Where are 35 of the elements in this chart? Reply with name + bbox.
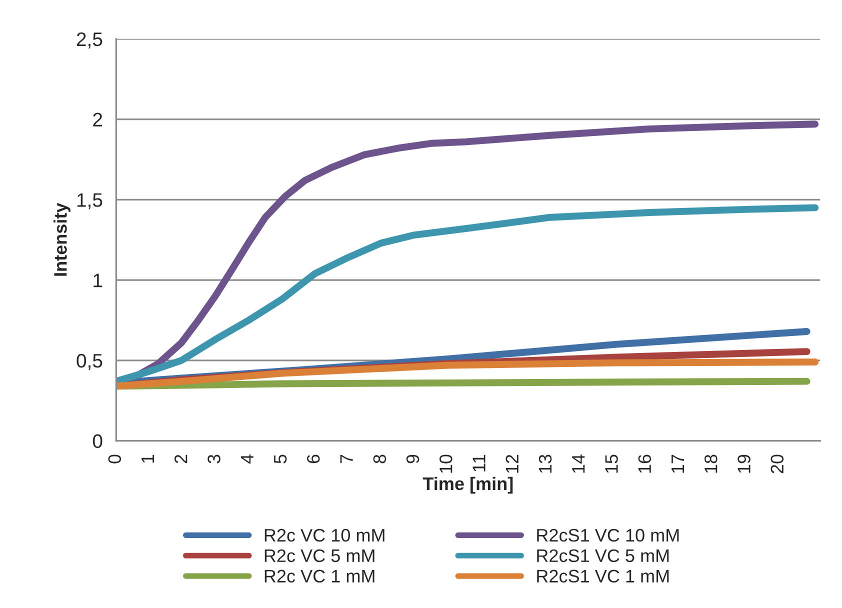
x-tick-label: 20 xyxy=(770,454,784,474)
x-tick-label: 13 xyxy=(538,454,552,473)
x-tick-label: 11 xyxy=(472,454,486,472)
legend-label: R2cS1 VC 10 mM xyxy=(537,528,679,542)
y-tick-label: 2,5 xyxy=(76,32,102,48)
y-tick-label: 2 xyxy=(93,112,102,126)
x-tick-label: 10 xyxy=(440,454,452,473)
legend-label: R2c VC 1 mM xyxy=(264,570,374,583)
y-axis-title: Intensity xyxy=(54,202,70,276)
x-tick-label: 18 xyxy=(704,454,718,473)
y-tick-label: 0,5 xyxy=(76,354,102,370)
y-tick-label: 1,5 xyxy=(77,193,102,210)
legend-label: R2cS1 VC 1 mM xyxy=(537,570,669,583)
x-tick-label: 9 xyxy=(406,454,420,464)
x-tick-label: 15 xyxy=(605,454,618,473)
legend-label: R2c VC 5 mM xyxy=(264,549,374,562)
y-tick-label: 1 xyxy=(94,274,102,288)
x-tick-label: 2 xyxy=(174,454,188,464)
legend-label: R2c VC 10 mM xyxy=(264,528,384,542)
x-tick-label: 1 xyxy=(142,454,154,463)
x-tick-label: 8 xyxy=(373,454,386,464)
x-axis-title: Time [min] xyxy=(422,476,513,494)
x-tick-label: 4 xyxy=(240,454,254,464)
x-tick-label: 14 xyxy=(572,454,585,473)
x-tick-label: 19 xyxy=(738,454,750,473)
x-tick-label: 12 xyxy=(506,454,518,473)
x-tick-label: 7 xyxy=(340,454,353,464)
x-tick-label: 17 xyxy=(672,454,684,473)
legend-label: R2cS1 VC 5 mM xyxy=(537,549,669,562)
x-tick-label: 6 xyxy=(307,454,320,464)
x-tick-label: 3 xyxy=(208,454,220,464)
x-tick-label: 16 xyxy=(638,454,652,473)
y-tick-label: 0 xyxy=(92,434,102,448)
x-tick-label: 5 xyxy=(274,454,287,464)
x-tick-label: 0 xyxy=(108,454,122,464)
